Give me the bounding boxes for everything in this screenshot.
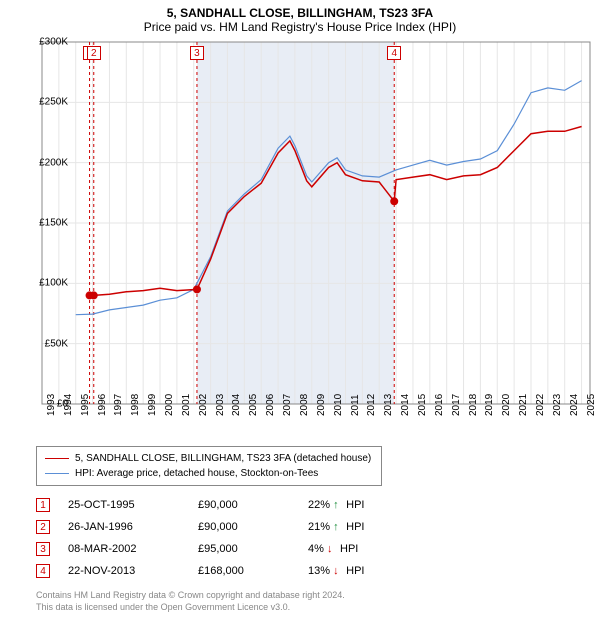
x-tick-label: 2024 <box>569 394 580 416</box>
transaction-price: £90,000 <box>198 499 308 511</box>
transaction-date: 08-MAR-2002 <box>68 543 198 555</box>
chart-subtitle: Price paid vs. HM Land Registry's House … <box>0 20 600 38</box>
x-tick-label: 1997 <box>113 394 124 416</box>
x-tick-label: 1994 <box>63 394 74 416</box>
chart-marker-badge: 3 <box>190 46 204 60</box>
legend-swatch <box>45 458 69 459</box>
legend-item: 5, SANDHALL CLOSE, BILLINGHAM, TS23 3FA … <box>45 451 373 466</box>
transaction-date: 25-OCT-1995 <box>68 499 198 511</box>
transaction-price: £90,000 <box>198 521 308 533</box>
x-tick-label: 2019 <box>484 394 495 416</box>
x-tick-label: 2000 <box>164 394 175 416</box>
chart-container: 5, SANDHALL CLOSE, BILLINGHAM, TS23 3FA … <box>0 0 600 620</box>
transaction-row: 3 08-MAR-2002£95,0004% ↓ HPI <box>36 538 600 560</box>
legend-label: 5, SANDHALL CLOSE, BILLINGHAM, TS23 3FA … <box>75 451 371 466</box>
x-tick-label: 2013 <box>383 394 394 416</box>
footer-line: This data is licensed under the Open Gov… <box>36 602 600 614</box>
x-tick-label: 2016 <box>434 394 445 416</box>
transaction-pct: 4% ↓ HPI <box>308 543 428 555</box>
y-tick-label: £50K <box>45 338 68 349</box>
y-tick-label: £150K <box>39 218 68 229</box>
transaction-badge: 3 <box>36 542 50 556</box>
x-tick-label: 2010 <box>333 394 344 416</box>
arrow-icon: ↑ <box>333 499 343 511</box>
x-tick-label: 2008 <box>299 394 310 416</box>
chart-area: 1234£0£50K£100K£150K£200K£250K£300K19931… <box>36 38 596 408</box>
x-tick-label: 2002 <box>198 394 209 416</box>
footer-line: Contains HM Land Registry data © Crown c… <box>36 590 600 602</box>
y-tick-label: £100K <box>39 278 68 289</box>
y-tick-label: £200K <box>39 157 68 168</box>
x-tick-label: 2018 <box>468 394 479 416</box>
x-tick-label: 1996 <box>97 394 108 416</box>
x-tick-label: 2012 <box>366 394 377 416</box>
x-tick-label: 2005 <box>248 394 259 416</box>
transaction-badge: 4 <box>36 564 50 578</box>
transaction-price: £95,000 <box>198 543 308 555</box>
transaction-pct: 22% ↑ HPI <box>308 499 428 511</box>
chart-marker-badge: 4 <box>387 46 401 60</box>
x-tick-label: 2014 <box>400 394 411 416</box>
transaction-date: 22-NOV-2013 <box>68 565 198 577</box>
transaction-row: 1 25-OCT-1995£90,00022% ↑ HPI <box>36 494 600 516</box>
y-tick-label: £250K <box>39 97 68 108</box>
chart-marker-badge: 2 <box>87 46 101 60</box>
x-tick-label: 2021 <box>518 394 529 416</box>
legend: 5, SANDHALL CLOSE, BILLINGHAM, TS23 3FA … <box>36 446 382 486</box>
chart-svg <box>36 38 596 408</box>
transaction-pct: 13% ↓ HPI <box>308 565 428 577</box>
x-tick-label: 2001 <box>181 394 192 416</box>
footer: Contains HM Land Registry data © Crown c… <box>36 590 600 613</box>
transaction-pct: 21% ↑ HPI <box>308 521 428 533</box>
chart-title: 5, SANDHALL CLOSE, BILLINGHAM, TS23 3FA <box>0 0 600 20</box>
transactions-table: 1 25-OCT-1995£90,00022% ↑ HPI 2 26-JAN-1996… <box>36 494 600 582</box>
arrow-icon: ↑ <box>333 521 343 533</box>
legend-label: HPI: Average price, detached house, Stoc… <box>75 466 318 481</box>
arrow-icon: ↓ <box>333 565 343 577</box>
transaction-badge: 2 <box>36 520 50 534</box>
transaction-row: 2 26-JAN-1996£90,00021% ↑ HPI <box>36 516 600 538</box>
x-tick-label: 1998 <box>130 394 141 416</box>
x-tick-label: 1995 <box>80 394 91 416</box>
x-tick-label: 1999 <box>147 394 158 416</box>
x-tick-label: 2020 <box>501 394 512 416</box>
legend-swatch <box>45 473 69 474</box>
transaction-date: 26-JAN-1996 <box>68 521 198 533</box>
x-tick-label: 2006 <box>265 394 276 416</box>
transaction-badge: 1 <box>36 498 50 512</box>
x-tick-label: 2003 <box>215 394 226 416</box>
x-tick-label: 2007 <box>282 394 293 416</box>
x-tick-label: 2011 <box>350 394 361 416</box>
x-tick-label: 2023 <box>552 394 563 416</box>
legend-item: HPI: Average price, detached house, Stoc… <box>45 466 373 481</box>
transaction-row: 4 22-NOV-2013£168,00013% ↓ HPI <box>36 560 600 582</box>
arrow-icon: ↓ <box>327 543 337 555</box>
x-tick-label: 2022 <box>535 394 546 416</box>
x-tick-label: 2015 <box>417 394 428 416</box>
transaction-price: £168,000 <box>198 565 308 577</box>
x-tick-label: 2009 <box>316 394 327 416</box>
x-tick-label: 2017 <box>451 394 462 416</box>
x-tick-label: 2004 <box>231 394 242 416</box>
y-tick-label: £300K <box>39 37 68 48</box>
x-tick-label: 2025 <box>586 394 597 416</box>
x-tick-label: 1993 <box>46 394 57 416</box>
